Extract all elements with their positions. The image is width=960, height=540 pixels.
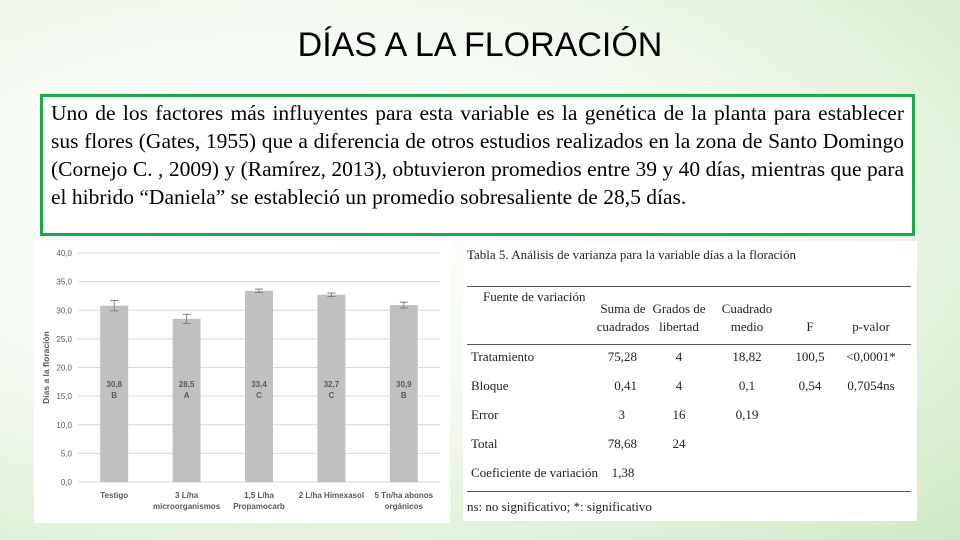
row-gl: 4: [675, 349, 683, 364]
data-label: 30,8: [106, 380, 122, 389]
row-cm: 0,19: [735, 407, 759, 422]
header-p: p-valor: [852, 319, 890, 334]
row-gl: 4: [675, 378, 683, 393]
row-gl: 16: [672, 407, 686, 422]
bar: [245, 290, 273, 482]
body-text-box: Uno de los factores más influyentes para…: [40, 94, 915, 236]
table-rule-header: [467, 344, 911, 345]
x-tick-label: 2 L/ha Himexasol: [299, 491, 364, 500]
header-df-2: libertad: [659, 319, 699, 334]
group-letter-label: C: [329, 391, 335, 400]
row-f: 0,54: [798, 378, 822, 393]
body-paragraph: Uno de los factores más influyentes para…: [51, 101, 904, 209]
row-sc: 3: [618, 407, 626, 422]
row-source: Bloque: [471, 378, 509, 393]
row-gl: 24: [672, 436, 686, 451]
header-source: Fuente de variación: [483, 289, 586, 304]
header-df-1: Grados de: [652, 301, 706, 316]
row-p: <0,0001*: [846, 349, 896, 364]
bar: [317, 294, 346, 482]
y-tick-label: 5,0: [61, 449, 73, 458]
row-sc: 78,68: [607, 436, 637, 451]
bar: [389, 305, 418, 482]
group-letter-label: C: [256, 391, 262, 400]
cv-label: Coeficiente de variación: [471, 465, 599, 480]
x-tick-label: 1,5 L/ha: [244, 491, 274, 500]
table-caption: Tabla 5. Análisis de varianza para la va…: [467, 247, 796, 262]
cv-value: 1,38: [611, 465, 635, 480]
header-f: F: [806, 319, 814, 334]
y-tick-label: 20,0: [56, 364, 72, 373]
row-source: Total: [471, 436, 498, 451]
header-mean-square-2: medio: [730, 319, 764, 334]
x-tick-label: 5 Tn/ha abonos: [374, 491, 433, 500]
row-f: 100,5: [795, 349, 825, 364]
data-label: 28,5: [179, 380, 195, 389]
y-axis-label: Días a la floración: [41, 331, 51, 404]
x-tick-label: Propamocarb: [233, 502, 285, 511]
data-label: 33,4: [251, 380, 267, 389]
header-sum-squares-1: Suma de: [600, 301, 646, 316]
slide-title: DÍAS A LA FLORACIÓN: [297, 26, 663, 64]
group-letter-label: A: [184, 391, 190, 400]
y-tick-label: 15,0: [56, 392, 72, 401]
bar-chart-panel: 0,0 5,0 10,0 15,0 20,0 25,0 30,0 35,0 40,0 Días a…: [34, 241, 450, 523]
x-tick-label: Testigo: [100, 491, 128, 500]
x-tick-label: orgánicos: [385, 502, 424, 511]
y-tick-label: 35,0: [56, 278, 72, 287]
header-sum-squares-2: cuadrados: [596, 319, 650, 334]
bar: [100, 305, 129, 482]
table-rule-top: [467, 286, 911, 287]
table-footnote: ns: no significativo; *: significativo: [467, 499, 652, 514]
table-rule-bottom: [467, 491, 911, 492]
row-cm: 0,1: [738, 378, 756, 393]
group-letter-label: B: [401, 391, 407, 400]
anova-table-panel: Tabla 5. Análisis de varianza para la va…: [463, 241, 917, 521]
y-tick-label: 10,0: [56, 421, 72, 430]
row-p: 0,7054ns: [847, 378, 895, 393]
row-source: Tratamiento: [471, 349, 535, 364]
row-sc: 0,41: [614, 378, 637, 393]
x-tick-label: 3 L/ha: [175, 491, 199, 500]
y-tick-label: 0,0: [61, 478, 73, 487]
data-label: 32,7: [324, 380, 340, 389]
header-mean-square-1: Cuadrado: [721, 301, 773, 316]
data-label: 30,9: [396, 380, 412, 389]
group-letter-label: B: [111, 391, 117, 400]
x-tick-label: microorganismos: [153, 502, 221, 511]
bar-chart: 0,0 5,0 10,0 15,0 20,0 25,0 30,0 35,0 40,0 Días a…: [41, 249, 440, 511]
y-tick-label: 25,0: [56, 335, 72, 344]
row-sc: 75,28: [607, 349, 637, 364]
row-cm: 18,82: [732, 349, 762, 364]
bar: [172, 318, 201, 482]
y-tick-label: 40,0: [56, 249, 72, 258]
row-source: Error: [471, 407, 499, 422]
y-tick-label: 30,0: [56, 306, 72, 315]
